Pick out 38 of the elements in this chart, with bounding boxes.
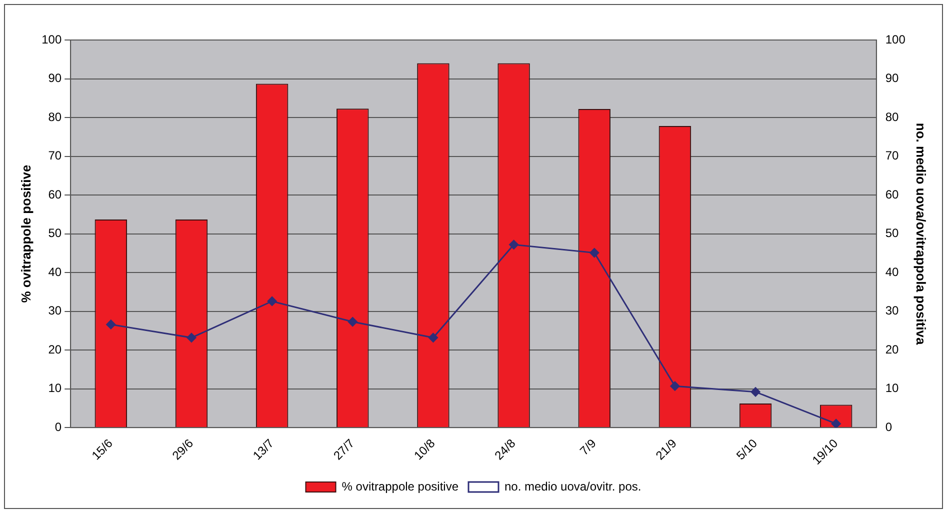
point [186,332,196,342]
y2-tick-label: 50 [885,226,900,240]
y-tick-label: 0 [54,420,62,434]
y2-tick-label: 20 [885,342,900,356]
point [509,240,519,250]
y2-tick-label: 70 [885,148,900,163]
y-tick-label: 60 [48,187,62,202]
point [670,381,680,391]
y-tick-label: 90 [48,71,62,86]
y2-axis-title: no. medio uova/ovitrappola positiva [914,122,929,346]
y-tick-label: 80 [48,110,62,124]
y-axis-title: % ovitrappole positive [18,164,34,303]
y-tick-label: 50 [48,226,62,240]
point [106,320,116,330]
y-tick-label: 70 [48,148,62,163]
legend-label: % ovitrappole positive [342,479,459,494]
y-tick-label: 10 [48,381,62,396]
point [267,296,277,306]
x-tick-label: 7/9 [577,436,600,458]
y2-tick-label: 30 [885,304,900,318]
y-tick-label: 40 [48,264,62,279]
y-tick-label: 30 [48,304,62,318]
point [750,387,760,397]
y-tick-label: 20 [48,342,62,356]
y2-tick-label: 80 [885,110,900,124]
point [831,418,841,428]
y2-tick-label: 40 [885,264,900,279]
legend-label: no. medio uova/ovitr. pos. [504,479,642,494]
y2-tick-label: 0 [885,420,892,434]
y2-tick-label: 60 [885,187,900,202]
point [348,317,358,327]
y2-tick-label: 100 [885,32,906,46]
y2-tick-label: 10 [885,381,900,396]
point [590,248,600,258]
y2-tick-label: 90 [885,71,900,86]
point [428,332,438,342]
y-tick-label: 100 [42,32,62,46]
x-tick-label: 5/10 [734,436,760,463]
